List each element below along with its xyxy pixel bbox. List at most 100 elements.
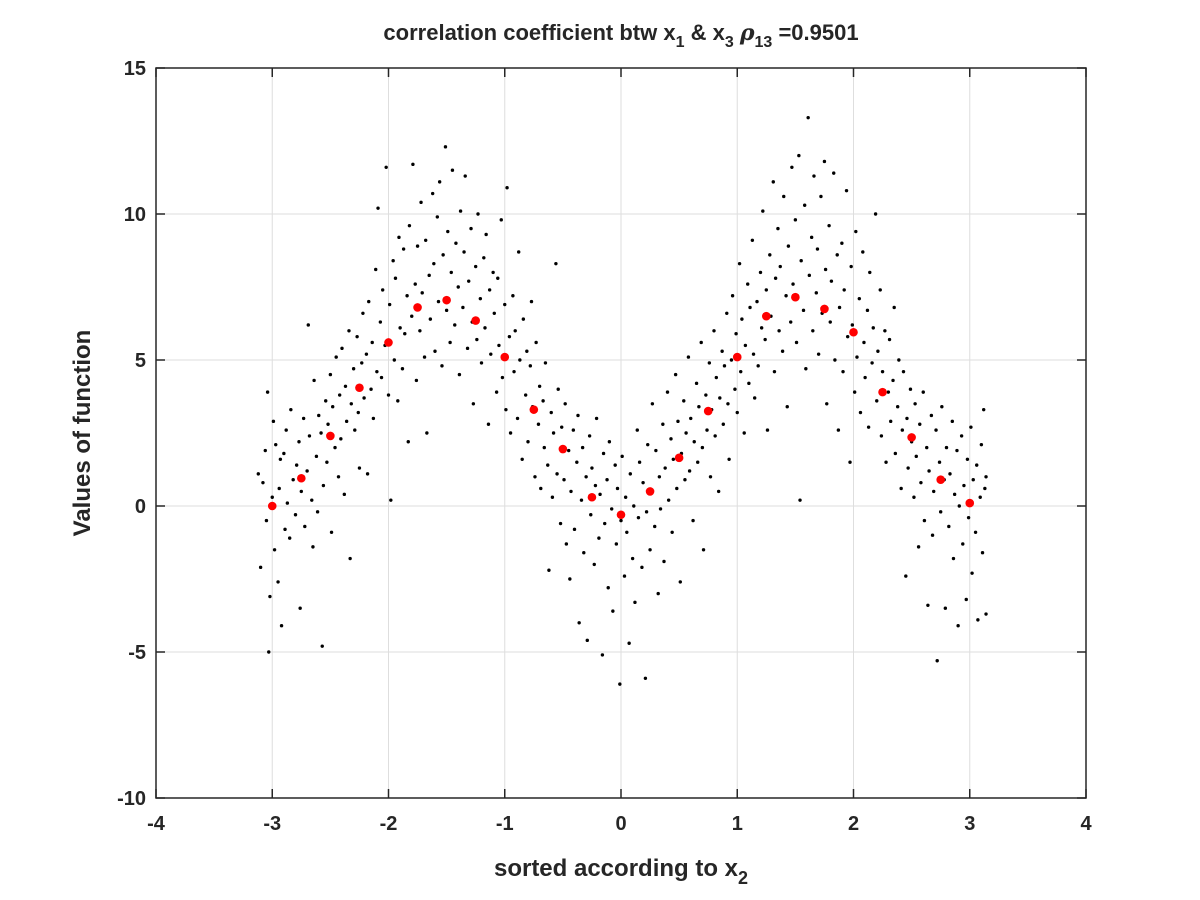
scatter-point xyxy=(360,361,364,365)
scatter-point xyxy=(714,375,719,380)
mean-point xyxy=(267,501,277,511)
scatter-point xyxy=(291,478,295,482)
scatter-point xyxy=(721,422,725,426)
scatter-point xyxy=(305,469,309,473)
title-sub-1: 1 xyxy=(676,34,685,51)
scatter-point xyxy=(605,478,609,482)
x-tick-label: 3 xyxy=(964,813,975,835)
scatter-point xyxy=(436,299,441,304)
scatter-point xyxy=(541,399,545,403)
scatter-point xyxy=(525,349,529,353)
scatter-point xyxy=(380,288,385,292)
scatter-point xyxy=(391,259,395,263)
scatter-point xyxy=(857,296,862,301)
mean-point xyxy=(413,303,422,312)
scatter-point xyxy=(329,530,334,534)
scatter-point xyxy=(969,425,973,429)
scatter-point xyxy=(469,226,473,231)
scatter-point xyxy=(265,390,270,394)
scatter-point xyxy=(849,264,853,269)
scatter-point xyxy=(734,332,738,336)
scatter-point xyxy=(615,486,620,491)
scatter-point xyxy=(268,594,272,599)
scatter-point xyxy=(887,337,892,342)
scatter-point xyxy=(369,387,373,391)
scatter-point xyxy=(708,475,713,479)
scatter-point xyxy=(644,510,649,514)
scatter-point xyxy=(511,294,515,298)
scatter-point xyxy=(437,180,442,184)
scatter-point xyxy=(900,428,905,432)
scatter-point xyxy=(973,530,978,534)
scatter-point xyxy=(347,329,351,333)
scatter-point xyxy=(776,226,780,231)
scatter-point xyxy=(906,466,910,470)
title-rho: ρ xyxy=(739,20,755,46)
scatter-point xyxy=(764,288,769,292)
scatter-point xyxy=(756,364,760,368)
scatter-point xyxy=(684,431,688,435)
scatter-point xyxy=(263,448,267,453)
mean-point xyxy=(355,383,364,393)
scatter-point xyxy=(912,495,916,499)
scatter-point xyxy=(518,358,522,362)
scatter-point xyxy=(666,498,671,502)
scatter-point xyxy=(277,486,281,491)
scatter-point xyxy=(539,486,543,491)
scatter-point xyxy=(735,410,739,415)
scatter-point xyxy=(822,159,827,164)
scatter-point xyxy=(307,434,312,438)
scatter-point xyxy=(526,440,530,444)
scatter-point xyxy=(812,174,816,178)
scatter-point xyxy=(430,191,435,196)
scatter-point xyxy=(440,364,444,368)
scatter-point xyxy=(463,174,467,178)
scatter-point xyxy=(267,650,271,654)
scatter-point xyxy=(579,498,584,502)
scatter-point xyxy=(884,460,888,464)
scatter-point xyxy=(398,326,402,330)
scatter-point xyxy=(687,469,692,473)
scatter-point xyxy=(840,241,844,245)
scatter-point xyxy=(955,448,959,453)
scatter-point xyxy=(918,422,922,426)
scatter-point xyxy=(577,621,581,625)
scatter-point xyxy=(597,536,601,540)
scatter-point xyxy=(730,294,735,298)
scatter-point xyxy=(733,387,737,391)
scatter-point xyxy=(932,489,936,494)
scatter-point xyxy=(420,291,424,295)
scatter-point xyxy=(938,510,943,514)
mean-points xyxy=(267,292,975,520)
scatter-point xyxy=(646,442,650,447)
scatter-point xyxy=(836,428,841,432)
scatter-point xyxy=(740,317,744,321)
scatter-point xyxy=(893,451,898,456)
y-tick-label: 5 xyxy=(135,350,146,372)
scatter-point xyxy=(982,407,986,412)
scatter-point xyxy=(904,574,908,578)
scatter-point xyxy=(528,364,533,368)
scatter-point xyxy=(311,545,315,549)
scatter-point xyxy=(283,527,287,532)
scatter-point xyxy=(886,390,891,394)
scatter-point xyxy=(590,466,594,470)
scatter-point xyxy=(809,235,814,240)
scatter-point xyxy=(285,501,290,505)
scatter-point xyxy=(520,457,524,461)
scatter-point xyxy=(294,463,299,467)
scatter-point xyxy=(534,340,538,345)
scatter-point xyxy=(384,165,388,169)
scatter-point xyxy=(614,542,619,546)
scatter-point xyxy=(496,276,500,280)
scatter-point xyxy=(334,355,338,359)
x-tick-label: 2 xyxy=(848,813,859,835)
scatter-point xyxy=(983,486,987,491)
scatter-point xyxy=(935,659,939,663)
mean-point xyxy=(907,433,916,442)
scatter-point xyxy=(478,296,483,301)
scatter-point xyxy=(310,498,314,502)
scatter-point xyxy=(362,396,366,400)
scatter-point xyxy=(765,428,770,432)
